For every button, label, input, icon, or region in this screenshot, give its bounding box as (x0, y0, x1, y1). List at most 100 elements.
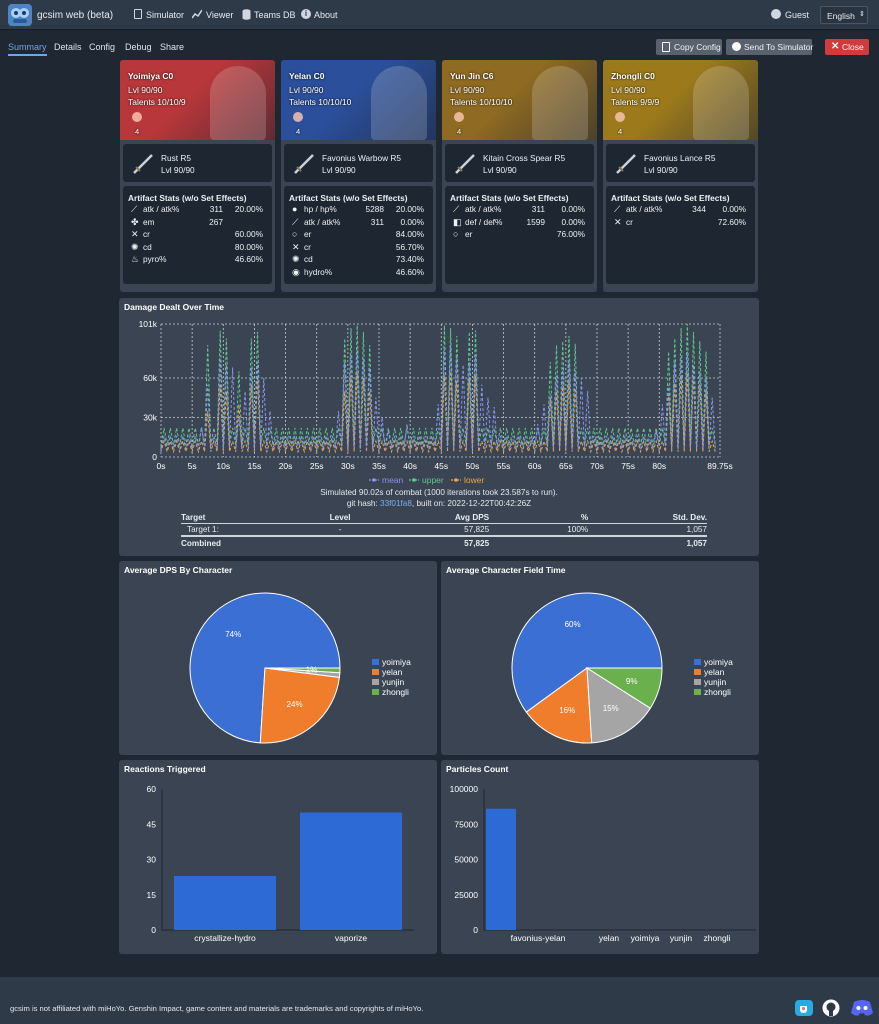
close-button[interactable]: ✕ Close (825, 39, 869, 55)
character-art (371, 66, 427, 140)
y-tick-label: 25000 (454, 890, 478, 900)
particles-panel: Particles Count 0 25000 50000 75000 100000 fa… (441, 760, 759, 954)
character-card[interactable]: Yun Jin C6 Lvl 90/90 Talents 10/10/10 4 Kita… (442, 60, 597, 292)
weapon-box[interactable]: Favonius Warbow R5 Lvl 90/90 (284, 144, 433, 182)
stat-percent: 0.00% (561, 216, 585, 227)
x-tick-label: 20s (279, 461, 293, 471)
y-tick-label: 30k (143, 412, 157, 422)
character-name: Yoimiya C0 (128, 71, 174, 81)
x-tick-label: 35s (372, 461, 386, 471)
language-select[interactable]: English ⇕ (820, 6, 868, 24)
weapon-box[interactable]: Kitain Cross Spear R5 Lvl 90/90 (445, 144, 594, 182)
character-art (693, 66, 749, 140)
character-card[interactable]: Zhongli C0 Lvl 90/90 Talents 9/9/9 4 Favoniu… (603, 60, 758, 292)
stat-label: em (143, 216, 155, 227)
x-tick-label: 40s (403, 461, 417, 471)
kofi-icon[interactable] (795, 1000, 813, 1016)
x-tick-label: 10s (216, 461, 230, 471)
x-tick-label: yunjin (670, 933, 692, 943)
x-tick-label: zhongli (704, 933, 731, 943)
weapon-box[interactable]: Favonius Lance R5 Lvl 90/90 (606, 144, 755, 182)
copy-config-label: Copy Config (674, 42, 721, 52)
weapon-icon (131, 152, 155, 176)
character-level: Lvl 90/90 (289, 85, 324, 95)
nav-teams-db[interactable]: Teams DB (254, 10, 296, 20)
legend-label: yelan (382, 667, 403, 677)
gcsim-logo-icon[interactable] (8, 4, 32, 26)
stat-percent: 56.70% (395, 241, 424, 252)
character-art (532, 66, 588, 140)
legend-swatch (694, 689, 701, 695)
character-card[interactable]: Yelan C0 Lvl 90/90 Talents 10/10/10 4 Favoni… (281, 60, 436, 292)
y-tick-label: 101k (139, 319, 158, 329)
bar-favonius-yelan (486, 808, 516, 930)
stat-percent: 73.40% (395, 254, 424, 265)
artifact-stats-box: Artifact Stats (w/o Set Effects) ⟋ atk / a… (606, 186, 755, 284)
y-tick-label: 45 (147, 819, 157, 829)
weapon-level: Lvl 90/90 (161, 165, 195, 175)
stat-value: 1599 (526, 216, 545, 227)
stat-label: atk / atk% (626, 204, 663, 214)
constellation-icon (454, 112, 464, 122)
character-level: Lvl 90/90 (450, 85, 485, 95)
field-pie-title: Average Character Field Time (446, 565, 566, 575)
damage-panel: Damage Dealt Over Time 0 30k 60k 101k 0s 5s 10… (119, 298, 759, 556)
nav-viewer[interactable]: Viewer (206, 10, 234, 20)
github-icon[interactable] (822, 999, 840, 1019)
stat-percent: 20.00% (395, 204, 424, 214)
weapon-icon (453, 152, 477, 176)
table-cell: 1,057 (686, 538, 708, 548)
discord-icon[interactable] (850, 999, 874, 1019)
tab-details[interactable]: Details (54, 42, 82, 52)
stat-icon: ⟋ (614, 204, 621, 214)
stat-label: atk / atk% (304, 216, 341, 227)
close-label: Close (842, 42, 864, 52)
nav-simulator[interactable]: Simulator (146, 10, 185, 20)
nav-about[interactable]: About (314, 10, 338, 20)
tab-debug[interactable]: Debug (125, 42, 152, 52)
tab-summary[interactable]: Summary (8, 42, 47, 56)
table-header: Std. Dev. (672, 512, 707, 522)
character-card[interactable]: Yoimiya C0 Lvl 90/90 Talents 10/10/9 4 Rust … (120, 60, 275, 292)
stat-icon: ◧ (453, 216, 462, 227)
git-hash-link[interactable]: 33f01fa8 (380, 499, 412, 508)
character-portrait: Zhongli C0 Lvl 90/90 Talents 9/9/9 4 (603, 60, 758, 140)
user-name[interactable]: Guest (785, 10, 810, 20)
legend-swatch (372, 679, 379, 685)
pie-slice-yelan (525, 667, 593, 744)
legend-swatch (372, 659, 379, 665)
x-tick-label: crystallize-hydro (194, 933, 256, 943)
y-tick-label: 60 (147, 784, 157, 794)
damage-line-chart: 0 30k 60k 101k 0s 5s 10s 15s 20s 25s 30s 35s 40s 45s 5… (139, 319, 733, 485)
send-to-simulator-button[interactable]: Send To Simulator (726, 39, 813, 55)
stat-percent: 46.60% (395, 267, 424, 277)
particles-bar-chart: 0 25000 50000 75000 100000 favonius-yelan yela… (450, 784, 756, 943)
pie-slice-yunjin (586, 667, 652, 744)
stat-percent: 0.00% (400, 216, 424, 227)
tab-share[interactable]: Share (160, 42, 185, 52)
app-title[interactable]: gcsim web (beta) (37, 10, 114, 21)
tab-config[interactable]: Config (89, 42, 116, 52)
pie-slice-zhongli (585, 667, 663, 709)
stat-icon: ⟋ (453, 204, 460, 214)
weapon-name: Rust R5 (161, 153, 191, 163)
legend-label: yoimiya (382, 657, 411, 667)
legend-swatch (372, 669, 379, 675)
copy-config-button[interactable]: Copy Config (656, 39, 722, 55)
table-row: Target 1: - 57,825 100% 1,057 (181, 523, 707, 536)
artifact-stats-title: Artifact Stats (w/o Set Effects) (289, 193, 408, 203)
x-tick-label: 55s (497, 461, 511, 471)
footer: gcsim is not affiliated with miHoYo. Gen… (0, 977, 879, 1024)
stat-icon: ✺ (131, 241, 139, 252)
legend-marker (412, 478, 416, 482)
stat-icon: ✕ (614, 216, 622, 227)
lower-series-line (160, 371, 716, 454)
pie-label: 60% (565, 620, 581, 629)
weapon-box[interactable]: Rust R5 Lvl 90/90 (123, 144, 272, 182)
pie-label: 1% (306, 666, 318, 675)
table-header-row: Target Level Avg DPS % Std. Dev. (181, 512, 707, 523)
stat-percent: 84.00% (395, 229, 424, 240)
stat-value: 267 (209, 216, 223, 227)
git-info: git hash: 33f01fa8, built on: 2022-12-22… (119, 499, 759, 508)
stat-icon: ⟋ (131, 204, 138, 214)
